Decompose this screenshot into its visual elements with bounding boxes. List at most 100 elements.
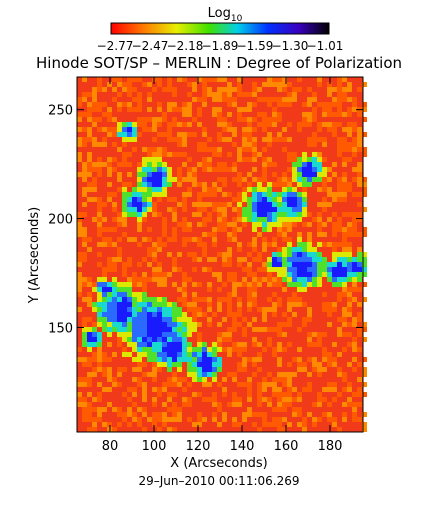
heatmap-cell — [127, 332, 132, 337]
heatmap-cell — [152, 372, 157, 377]
heatmap-cell — [122, 302, 127, 307]
heatmap-cell — [212, 272, 217, 277]
heatmap-cell — [342, 272, 347, 277]
heatmap-cell — [97, 302, 102, 307]
heatmap-cell — [132, 322, 137, 327]
heatmap-cell — [272, 77, 277, 82]
heatmap-cell — [157, 312, 162, 317]
heatmap-cell — [197, 207, 202, 212]
heatmap-cell — [237, 422, 242, 427]
heatmap-cell — [267, 202, 272, 207]
heatmap-cell — [217, 342, 222, 347]
heatmap-cell — [162, 182, 167, 187]
heatmap-cell — [307, 247, 312, 252]
heatmap-cell — [207, 87, 212, 92]
heatmap-cell — [262, 117, 267, 122]
heatmap-cell — [87, 127, 92, 132]
heatmap-cell — [127, 77, 132, 82]
heatmap-cell — [267, 187, 272, 192]
heatmap-cell — [282, 402, 287, 407]
heatmap-cell — [347, 342, 352, 347]
heatmap-cell — [152, 157, 157, 162]
heatmap-cell — [272, 212, 277, 217]
heatmap-cell — [292, 397, 297, 402]
heatmap-cell — [242, 362, 247, 367]
heatmap-cell — [297, 407, 302, 412]
heatmap-cell — [142, 392, 147, 397]
heatmap-cell — [272, 192, 277, 197]
heatmap-cell — [137, 297, 142, 302]
heatmap-cell — [147, 327, 152, 332]
heatmap-cell — [112, 227, 117, 232]
heatmap-cell — [172, 197, 177, 202]
heatmap-cell — [167, 197, 172, 202]
heatmap-cell — [227, 402, 232, 407]
heatmap-cell — [317, 332, 322, 337]
heatmap-cell — [277, 427, 282, 432]
heatmap-cell — [327, 217, 332, 222]
heatmap-cell — [97, 357, 102, 362]
heatmap-cell — [287, 377, 292, 382]
heatmap-cell — [202, 382, 207, 387]
heatmap-cell — [97, 172, 102, 177]
heatmap-cell — [247, 322, 252, 327]
heatmap-cell — [242, 332, 247, 337]
heatmap-cell — [202, 162, 207, 167]
heatmap-cell — [187, 322, 192, 327]
heatmap-cell — [107, 387, 112, 392]
heatmap-cell — [227, 252, 232, 257]
heatmap-cell — [222, 192, 227, 197]
heatmap-cell — [242, 92, 247, 97]
heatmap-cell — [87, 357, 92, 362]
heatmap-cell — [252, 92, 257, 97]
heatmap-cell — [192, 252, 197, 257]
heatmap-cell — [157, 387, 162, 392]
heatmap-cell — [157, 197, 162, 202]
heatmap-cell — [192, 307, 197, 312]
heatmap-cell — [117, 212, 122, 217]
heatmap-cell — [357, 362, 362, 367]
heatmap-cell — [142, 172, 147, 177]
heatmap-cell — [287, 102, 292, 107]
heatmap-cell — [252, 362, 257, 367]
heatmap-cell — [362, 102, 367, 107]
heatmap-cell — [337, 112, 342, 117]
heatmap-cell — [172, 337, 177, 342]
heatmap-cell — [337, 182, 342, 187]
heatmap-cell — [182, 402, 187, 407]
heatmap-cell — [112, 142, 117, 147]
heatmap-cell — [87, 412, 92, 417]
heatmap-cell — [277, 322, 282, 327]
heatmap-cell — [302, 207, 307, 212]
heatmap-cell — [192, 212, 197, 217]
heatmap-cell — [357, 112, 362, 117]
heatmap-cell — [122, 127, 127, 132]
heatmap-cell — [297, 327, 302, 332]
heatmap-cell — [137, 222, 142, 227]
heatmap-cell — [282, 397, 287, 402]
heatmap-cell — [227, 92, 232, 97]
heatmap-cell — [167, 312, 172, 317]
heatmap-cell — [77, 377, 82, 382]
heatmap-cell — [332, 272, 337, 277]
heatmap-cell — [277, 392, 282, 397]
heatmap-cell — [182, 342, 187, 347]
heatmap-cell — [107, 127, 112, 132]
heatmap-cell — [212, 392, 217, 397]
heatmap-cell — [122, 202, 127, 207]
heatmap-cell — [97, 342, 102, 347]
heatmap-cell — [107, 112, 112, 117]
heatmap-cell — [252, 257, 257, 262]
heatmap-cell — [312, 342, 317, 347]
heatmap-cell — [97, 307, 102, 312]
heatmap-cell — [147, 187, 152, 192]
heatmap-cell — [217, 277, 222, 282]
heatmap-cell — [137, 332, 142, 337]
heatmap-cell — [207, 157, 212, 162]
heatmap-cell — [132, 122, 137, 127]
heatmap-cell — [92, 327, 97, 332]
heatmap-cell — [162, 242, 167, 247]
heatmap-cell — [287, 182, 292, 187]
heatmap-cell — [207, 217, 212, 222]
heatmap-cell — [157, 187, 162, 192]
